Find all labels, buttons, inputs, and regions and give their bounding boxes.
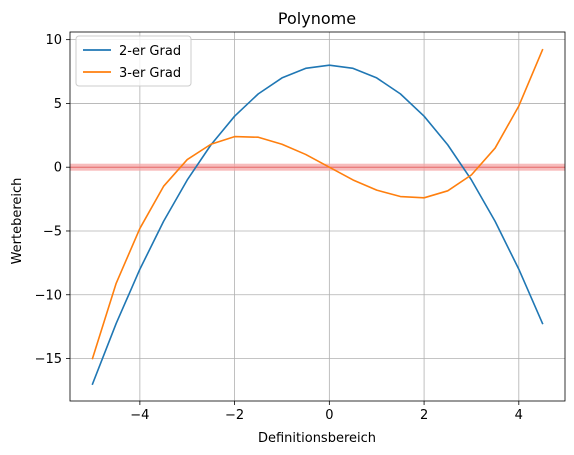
x-tick-label: 2 bbox=[420, 408, 428, 423]
y-tick-label: 10 bbox=[45, 33, 62, 48]
y-tick-label: −5 bbox=[43, 224, 62, 239]
legend-label-3er-grad: 3-er Grad bbox=[119, 66, 181, 81]
x-tick-label: −2 bbox=[225, 408, 244, 423]
series-line-3er-grad bbox=[91, 48, 544, 360]
legend: 2-er Grad 3-er Grad bbox=[75, 35, 192, 87]
y-tick-label: 5 bbox=[54, 97, 62, 112]
y-tick-label: −10 bbox=[35, 288, 62, 303]
x-tick-label: 4 bbox=[515, 408, 523, 423]
series-lines bbox=[91, 48, 544, 386]
y-axis-label: Wertebereich bbox=[10, 178, 25, 265]
x-axis-label: Definitionsbereich bbox=[258, 431, 376, 446]
x-tick-label: −4 bbox=[130, 408, 149, 423]
y-tick-label: 0 bbox=[54, 161, 62, 176]
plot-content bbox=[70, 32, 565, 401]
x-axis-ticks: −4 −2 0 2 4 bbox=[130, 401, 523, 423]
chart-title: Polynome bbox=[278, 9, 356, 28]
legend-label-2er-grad: 2-er Grad bbox=[119, 44, 181, 59]
plot-frame bbox=[69, 31, 566, 402]
y-tick-label: −15 bbox=[35, 352, 62, 367]
y-axis-ticks: −15 −10 −5 0 5 10 bbox=[35, 33, 70, 367]
x-tick-label: 0 bbox=[325, 408, 333, 423]
series-line-2er-grad bbox=[91, 64, 544, 386]
legend-box bbox=[75, 35, 192, 87]
